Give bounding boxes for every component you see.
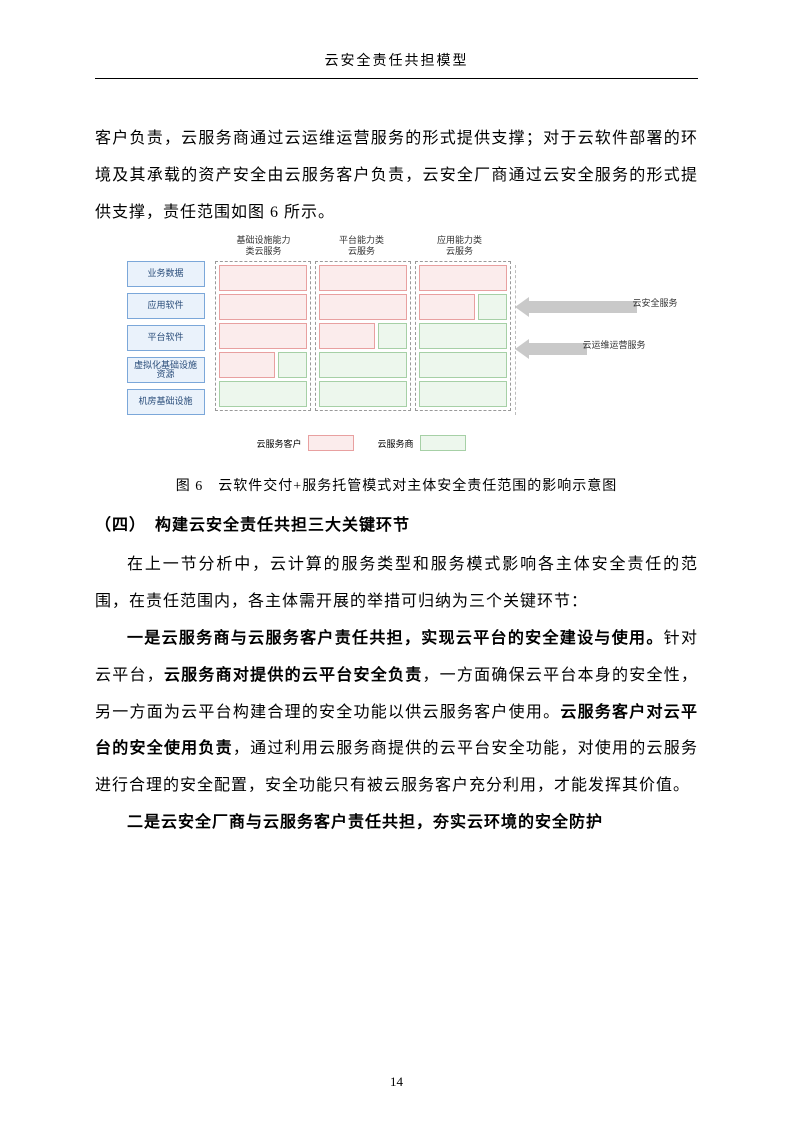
p2-bold-1: 一是云服务商与云服务客户责任共担，实现云平台的安全建设与使用。 <box>127 630 664 647</box>
figure-caption: 图 6 云软件交付+服务托管模式对主体安全责任范围的影响示意图 <box>95 475 698 495</box>
intro-paragraph: 客户负责，云服务商通过云运维运营服务的形式提供支撑；对于云软件部署的环境及其承载… <box>95 121 698 231</box>
side-label: 业务数据 <box>127 261 205 287</box>
page-header-title: 云安全责任共担模型 <box>95 50 698 79</box>
side-label: 机房基础设施 <box>127 389 205 415</box>
page-number: 14 <box>0 1074 793 1090</box>
col-header-3: 应用能力类 云服务 <box>417 235 503 257</box>
diagram-side-labels: 业务数据 应用软件 平台软件 虚拟化基础设施 资源 机房基础设施 <box>127 261 205 421</box>
legend-customer-label: 云服务客户 <box>257 437 302 450</box>
side-label: 平台软件 <box>127 325 205 351</box>
legend-provider-label: 云服务商 <box>378 437 414 450</box>
diagram-col-1 <box>215 261 311 411</box>
col-header-2: 平台能力类 云服务 <box>319 235 405 257</box>
legend-provider-swatch <box>420 435 466 451</box>
side-label: 应用软件 <box>127 293 205 319</box>
diagram-col-2 <box>315 261 411 411</box>
arrow-ops-service: 云运维运营服务 <box>515 339 587 359</box>
paragraph-1: 在上一节分析中，云计算的服务类型和服务模式影响各主体安全责任的范围，在责任范围内… <box>95 547 698 621</box>
arrow-label-bottom: 云运维运营服务 <box>583 338 646 351</box>
p3-bold: 二是云安全厂商与云服务客户责任共担，夯实云环境的安全防护 <box>127 814 603 831</box>
section-heading: （四） 构建云安全责任共担三大关键环节 <box>95 511 698 535</box>
arrow-security-service: 云安全服务 <box>515 297 637 317</box>
p2-bold-2: 云服务商对提供的云平台安全负责 <box>164 667 423 684</box>
diagram-col-3 <box>415 261 511 411</box>
paragraph-2: 一是云服务商与云服务客户责任共担，实现云平台的安全建设与使用。针对云平台，云服务… <box>95 621 698 805</box>
side-label: 虚拟化基础设施 资源 <box>127 357 205 383</box>
arrow-label-top: 云安全服务 <box>633 296 678 309</box>
legend-customer-swatch <box>308 435 354 451</box>
arrow-dashed-guide <box>515 265 516 415</box>
figure-6-diagram: 业务数据 应用软件 平台软件 虚拟化基础设施 资源 机房基础设施 基础设施能力 … <box>127 235 667 465</box>
paragraph-3: 二是云安全厂商与云服务客户责任共担，夯实云环境的安全防护 <box>95 805 698 842</box>
diagram-legend: 云服务客户 云服务商 <box>257 435 466 451</box>
col-header-1: 基础设施能力 类云服务 <box>221 235 307 257</box>
